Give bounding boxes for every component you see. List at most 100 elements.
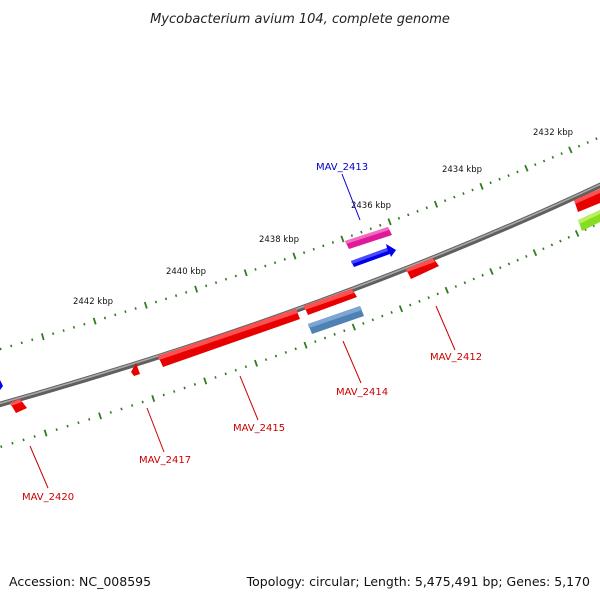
leader-line — [435, 305, 456, 351]
scale-tick — [454, 285, 458, 288]
gene-feature-mav-2412[interactable] — [406, 258, 439, 279]
gene-feature-lime-right-edge[interactable] — [578, 210, 600, 231]
scale-tick — [55, 428, 58, 432]
scale-tick — [398, 305, 404, 313]
scale-tick — [20, 341, 23, 345]
scale-tick — [360, 230, 363, 234]
scale-tick — [560, 152, 563, 156]
gene-feature-mav-2420[interactable] — [10, 399, 27, 413]
scale-tick — [162, 393, 165, 397]
scale-tick — [244, 365, 248, 369]
scale-tick — [409, 303, 412, 307]
scale-tick — [507, 262, 511, 266]
scale-tick — [151, 395, 156, 402]
scale-tick — [284, 351, 288, 354]
scale-tick — [109, 411, 112, 414]
scale-tick — [390, 311, 393, 314]
scale-tick — [498, 177, 501, 181]
gene-feature-blue-left-edge[interactable] — [0, 380, 3, 390]
scale-tick — [114, 313, 117, 317]
scale-tick — [333, 332, 336, 336]
scale-tick — [525, 254, 528, 258]
scale-ticks-inner — [0, 224, 595, 449]
scale-tick — [33, 435, 36, 438]
scale-tick — [425, 206, 428, 210]
gene-label-mav-2417[interactable]: MAV_2417 — [139, 455, 191, 466]
scale-tick — [351, 323, 356, 331]
gene-feature-red-right-edge[interactable] — [574, 189, 600, 212]
accession-label: Accession: NC_008595 — [9, 574, 151, 589]
scale-tick — [264, 264, 267, 268]
scale-tick — [312, 247, 315, 251]
scale-label: 2436 kbp — [351, 201, 391, 211]
scale-tick — [183, 386, 186, 390]
scale-tick — [407, 213, 410, 217]
scale-tick — [369, 227, 372, 231]
gene-label-mav-2413[interactable]: MAV_2413 — [316, 162, 368, 173]
gene-feature-mav-2414[interactable] — [308, 306, 364, 334]
gene-label-mav-2412[interactable]: MAV_2412 — [430, 352, 482, 363]
scale-tick — [568, 146, 573, 154]
scale-tick — [416, 209, 419, 213]
scale-label: 2442 kbp — [73, 297, 113, 307]
scale-tick — [254, 268, 257, 271]
scale-tick — [381, 314, 384, 318]
scale-tick — [0, 445, 3, 449]
gene-feature-blue-upper[interactable] — [351, 244, 396, 267]
scale-tick — [524, 164, 529, 172]
gene-feature-red-mid[interactable] — [304, 289, 357, 315]
scale-tick — [397, 216, 401, 220]
gene-feature-mav-2417[interactable] — [131, 363, 140, 376]
scale-tick — [340, 235, 345, 243]
scale-tick — [224, 372, 227, 376]
scale-tick — [273, 261, 277, 265]
leader-line — [342, 340, 362, 384]
gene-label-mav-2415[interactable]: MAV_2415 — [233, 423, 285, 434]
scale-tick — [31, 338, 34, 342]
scale-tick — [103, 316, 107, 320]
scale-tick — [124, 310, 127, 314]
scale-tick — [444, 286, 449, 294]
scale-tick — [174, 294, 178, 298]
scale-tick — [77, 421, 80, 425]
scale-tick — [203, 377, 208, 385]
scale-tick — [185, 290, 188, 294]
genome-summary-label: Topology: circular; Length: 5,475,491 bp… — [246, 574, 590, 589]
leader-line — [341, 173, 361, 221]
scale-tick — [314, 340, 317, 343]
scale-tick — [331, 241, 335, 244]
scale-tick — [11, 441, 14, 445]
scale-tick — [120, 407, 123, 411]
scale-tick — [516, 170, 519, 174]
scale-tick — [436, 292, 439, 296]
scale-tick — [443, 199, 447, 203]
scale-tick — [141, 400, 144, 404]
scale-ticks-outer — [0, 137, 598, 351]
gene-label-mav-2414[interactable]: MAV_2414 — [336, 387, 388, 398]
scale-tick — [292, 252, 297, 260]
scale-tick — [567, 235, 571, 239]
scale-tick — [131, 404, 134, 407]
gene-feature-mav-2415[interactable] — [158, 309, 300, 367]
scale-tick — [234, 274, 237, 278]
page-title: Mycobacterium avium 104, complete genome — [150, 12, 450, 27]
scale-tick — [463, 281, 467, 285]
scale-tick — [40, 333, 45, 341]
scale-tick — [22, 438, 25, 442]
scale-label: 2432 kbp — [533, 128, 573, 138]
scale-tick — [303, 341, 308, 349]
scale-tick — [472, 277, 475, 281]
scale-tick — [143, 301, 148, 309]
scale-tick — [433, 200, 439, 208]
gene-label-mav-2420[interactable]: MAV_2420 — [22, 492, 74, 503]
scale-tick — [574, 230, 580, 237]
scale-tick — [471, 188, 474, 192]
scale-tick — [418, 299, 421, 303]
scale-tick — [214, 376, 217, 379]
scale-tick — [214, 281, 218, 284]
gene-feature-mav-2413[interactable] — [345, 227, 392, 249]
scale-tick — [586, 141, 589, 144]
scale-tick — [499, 266, 502, 270]
scale-tick — [489, 181, 492, 185]
genome-backbone — [0, 182, 600, 408]
